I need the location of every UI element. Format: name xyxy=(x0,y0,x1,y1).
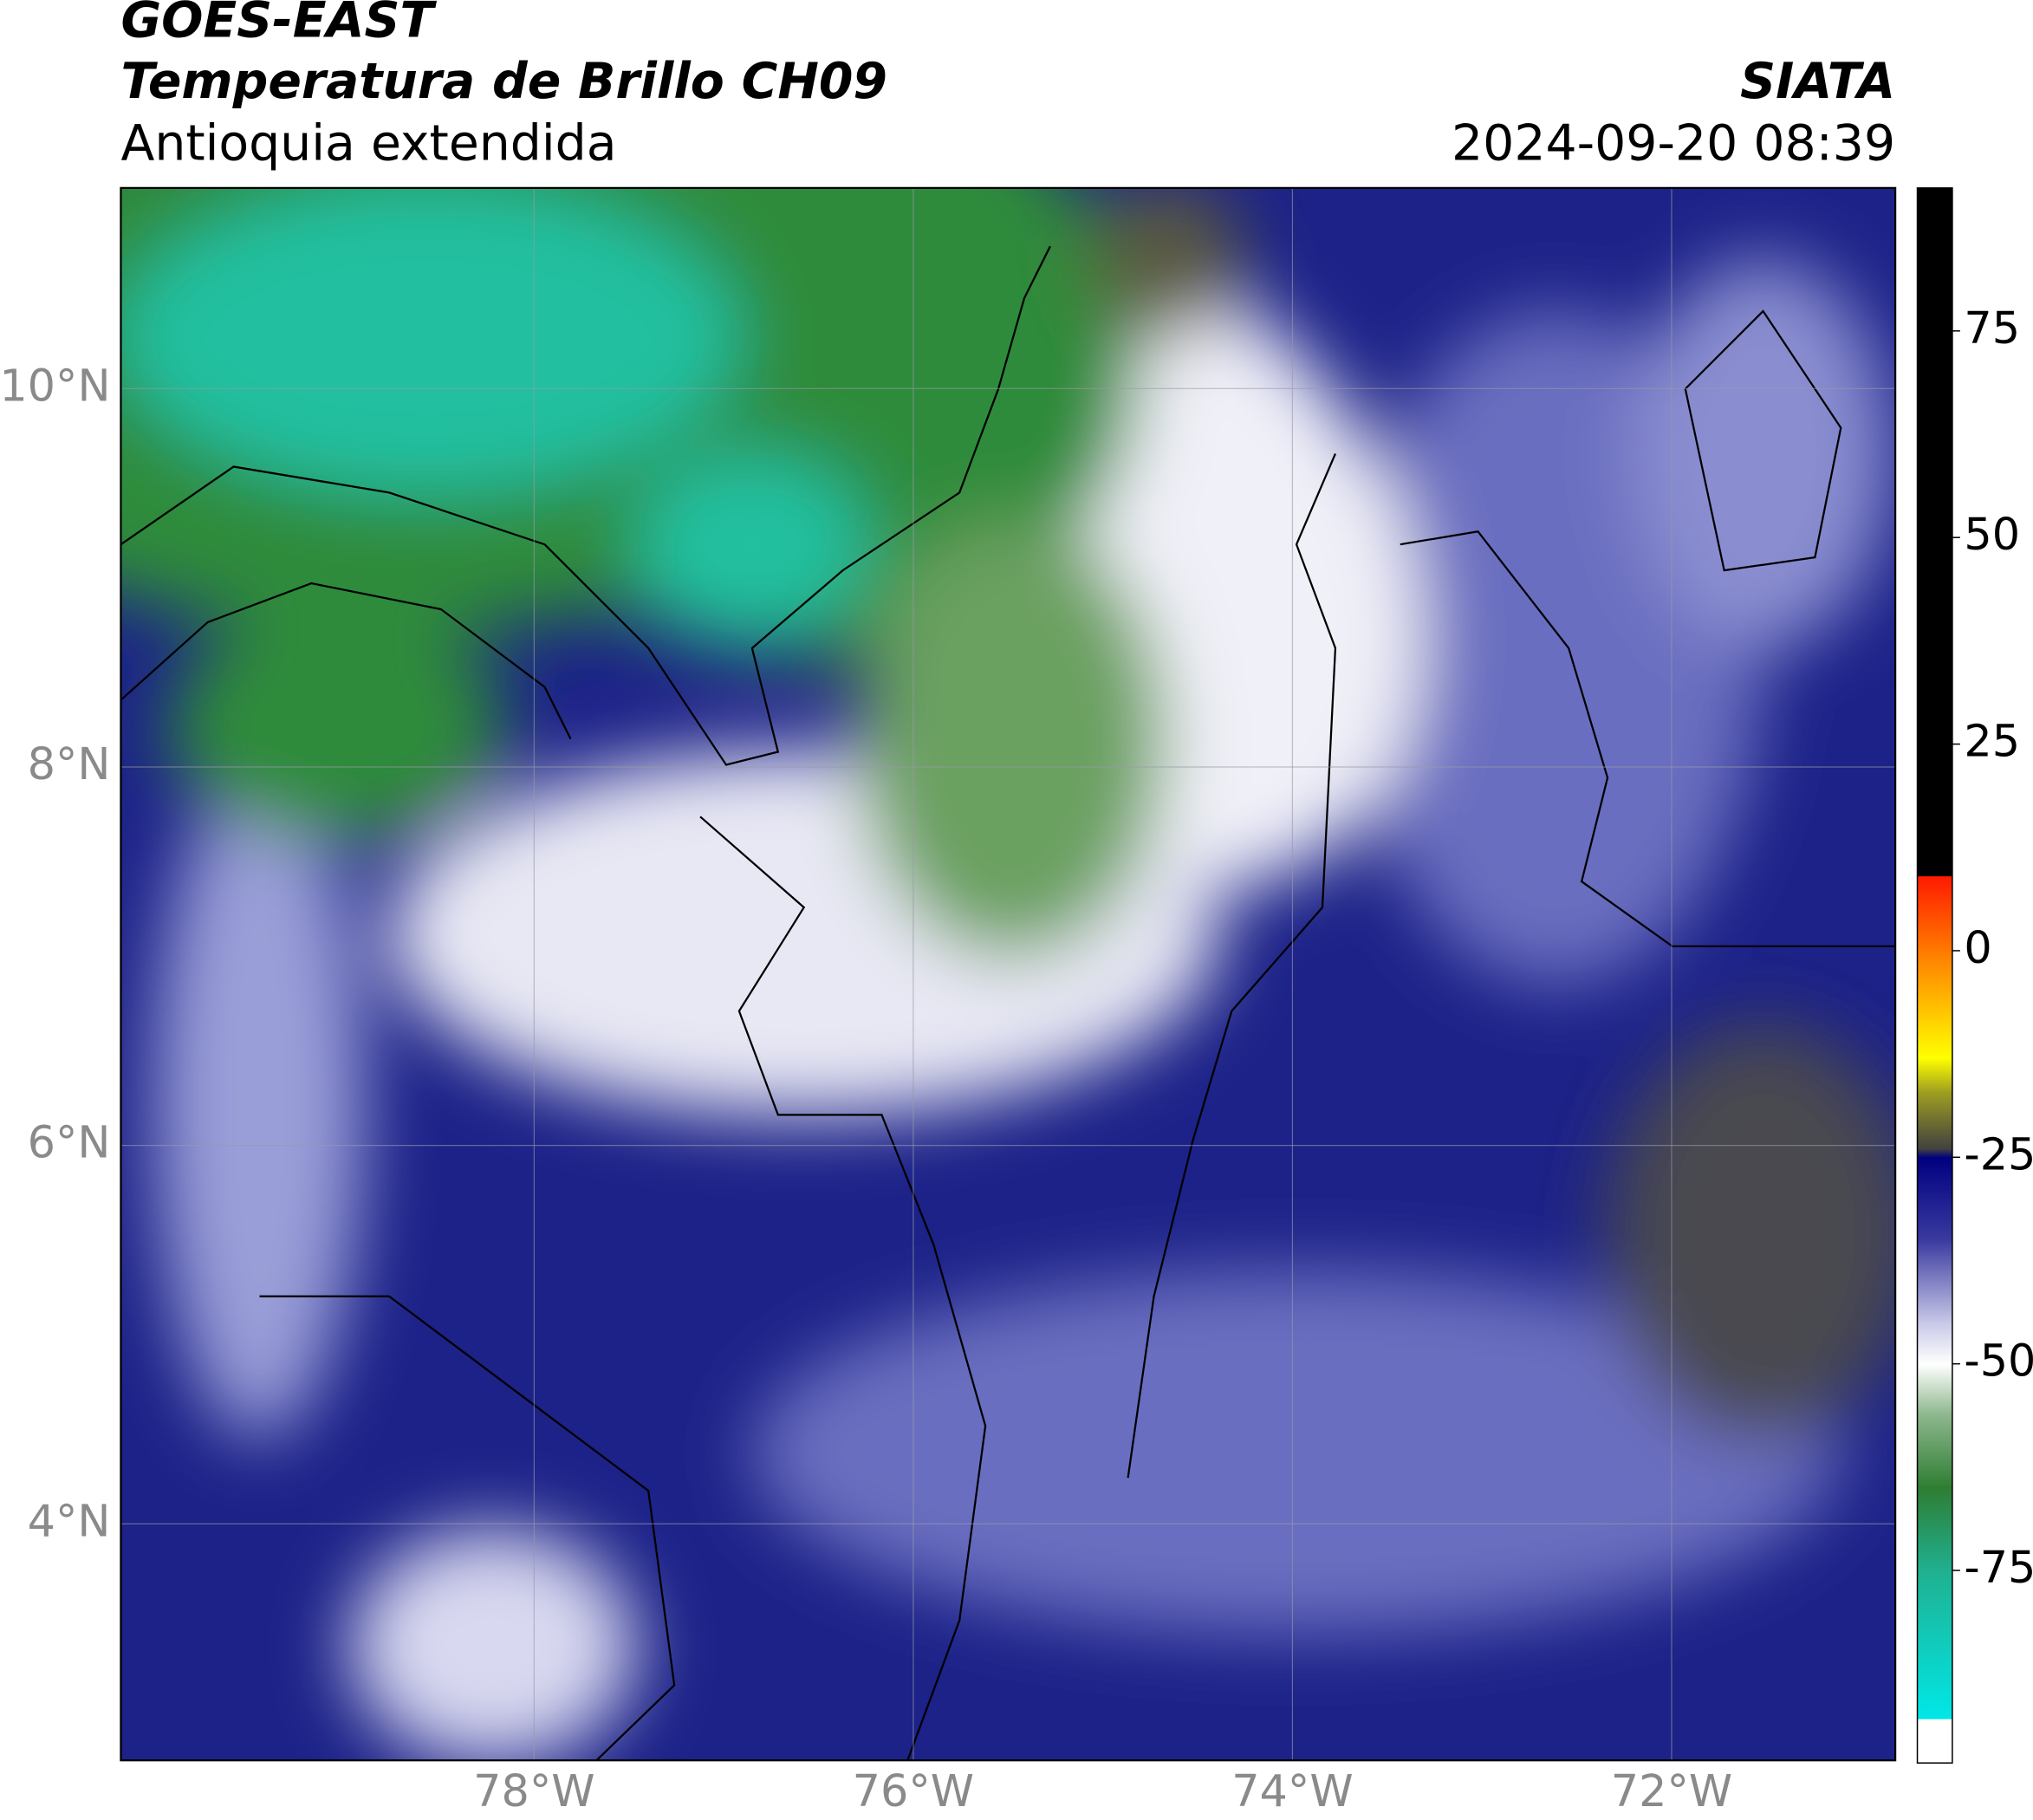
colorbar-segment xyxy=(1917,1057,1952,1092)
y-tick-label: 4°N xyxy=(28,1495,111,1546)
source: SIATA xyxy=(1740,53,1895,110)
colorbar-tick-label: -50 xyxy=(1964,1336,2033,1387)
colorbar-segment xyxy=(1917,1487,1952,1571)
colorbar-segment xyxy=(1917,950,1952,1017)
colorbar-tick-label: 25 xyxy=(1964,716,2020,767)
subtitle: Temperatura de Brillo CH09 xyxy=(120,53,887,110)
colorbar-tick-label: -75 xyxy=(1964,1542,2033,1593)
x-tick-label: 72°W xyxy=(1611,1765,1732,1817)
colorbar-segment xyxy=(1917,1322,1952,1365)
cloud-field xyxy=(120,187,1896,1761)
map-frame xyxy=(120,186,1897,1762)
colorbar: -75 -50 -25 0 25 50 75 xyxy=(1917,187,2033,1764)
colorbar-tick-label: -25 xyxy=(1964,1128,2033,1180)
colorbar-segment xyxy=(1917,1239,1952,1323)
colorbar-segment xyxy=(1917,1570,1952,1720)
timestamp: 2024-09-20 08:39 xyxy=(1452,115,1895,172)
colorbar-segment xyxy=(1917,876,1952,952)
colorbar-segment xyxy=(1917,1157,1952,1241)
title: GOES-EAST xyxy=(120,0,437,49)
colorbar-segment xyxy=(1917,1719,1952,1764)
colorbar-tick-label: 75 xyxy=(1964,302,2020,354)
satellite-image xyxy=(120,187,1896,1761)
region: Antioquia extendida xyxy=(120,115,616,172)
x-tick-label: 74°W xyxy=(1231,1765,1353,1817)
y-tick-label: 6°N xyxy=(28,1117,111,1168)
colorbar-segment xyxy=(1917,1091,1952,1150)
grid xyxy=(120,187,1896,1761)
y-tick-label: 10°N xyxy=(0,360,110,411)
colorbar-tick-label: 0 xyxy=(1964,922,1991,973)
y-tick-label: 8°N xyxy=(28,738,111,790)
colorbar-segment xyxy=(1917,1017,1952,1059)
colorbar-segment xyxy=(1917,1148,1952,1159)
colorbar-segment xyxy=(1917,187,1952,877)
x-tick-label: 78°W xyxy=(473,1765,594,1817)
colorbar-frame xyxy=(1916,187,1953,1764)
x-tick-label: 76°W xyxy=(853,1765,974,1817)
colorbar-tick-label: 50 xyxy=(1964,509,2020,560)
colorbar-segment xyxy=(1917,1363,1952,1414)
colorbar-segment xyxy=(1917,1413,1952,1489)
